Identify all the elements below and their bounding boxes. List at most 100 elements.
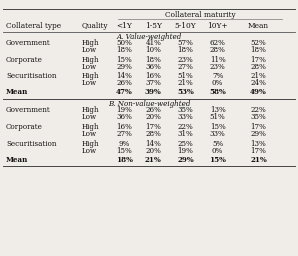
Text: B. Non-value-weighted: B. Non-value-weighted bbox=[108, 100, 190, 109]
Text: Low: Low bbox=[82, 46, 97, 54]
Text: High: High bbox=[82, 39, 100, 47]
Text: 21%: 21% bbox=[250, 156, 267, 164]
Text: 23%: 23% bbox=[210, 63, 226, 71]
Text: 41%: 41% bbox=[145, 39, 161, 47]
Text: 18%: 18% bbox=[116, 46, 132, 54]
Text: 57%: 57% bbox=[178, 39, 193, 47]
Text: Securitisation: Securitisation bbox=[6, 72, 56, 80]
Text: 10%: 10% bbox=[145, 46, 161, 54]
Text: 20%: 20% bbox=[145, 147, 161, 155]
Text: 36%: 36% bbox=[145, 63, 161, 71]
Text: 14%: 14% bbox=[116, 72, 132, 80]
Text: 35%: 35% bbox=[251, 113, 266, 121]
Text: 18%: 18% bbox=[145, 56, 161, 64]
Text: Corporate: Corporate bbox=[6, 123, 43, 131]
Text: 37%: 37% bbox=[145, 79, 161, 87]
Text: 35%: 35% bbox=[178, 106, 193, 114]
Text: 0%: 0% bbox=[212, 147, 223, 155]
Text: 18%: 18% bbox=[178, 46, 193, 54]
Text: 58%: 58% bbox=[209, 88, 226, 96]
Text: 5-10Y: 5-10Y bbox=[175, 22, 196, 30]
Text: 1-5Y: 1-5Y bbox=[145, 22, 162, 30]
Text: 17%: 17% bbox=[251, 56, 266, 64]
Text: Mean: Mean bbox=[6, 88, 28, 96]
Text: Low: Low bbox=[82, 147, 97, 155]
Text: 28%: 28% bbox=[210, 46, 226, 54]
Text: High: High bbox=[82, 56, 100, 64]
Text: 33%: 33% bbox=[178, 113, 193, 121]
Text: 20%: 20% bbox=[145, 113, 161, 121]
Text: 17%: 17% bbox=[145, 123, 161, 131]
Text: High: High bbox=[82, 123, 100, 131]
Text: 33%: 33% bbox=[210, 130, 226, 138]
Text: 26%: 26% bbox=[145, 106, 161, 114]
Text: 25%: 25% bbox=[178, 140, 193, 147]
Text: High: High bbox=[82, 106, 100, 114]
Text: 17%: 17% bbox=[251, 123, 266, 131]
Text: 28%: 28% bbox=[145, 130, 161, 138]
Text: 36%: 36% bbox=[116, 113, 132, 121]
Text: 19%: 19% bbox=[178, 147, 193, 155]
Text: 13%: 13% bbox=[251, 140, 266, 147]
Text: 51%: 51% bbox=[178, 72, 193, 80]
Text: 51%: 51% bbox=[210, 113, 226, 121]
Text: Mean: Mean bbox=[248, 22, 269, 30]
Text: 19%: 19% bbox=[116, 106, 132, 114]
Text: High: High bbox=[82, 72, 100, 80]
Text: Collateral maturity: Collateral maturity bbox=[165, 11, 235, 19]
Text: 7%: 7% bbox=[212, 72, 223, 80]
Text: 62%: 62% bbox=[210, 39, 226, 47]
Text: 53%: 53% bbox=[177, 88, 194, 96]
Text: 21%: 21% bbox=[251, 72, 266, 80]
Text: 18%: 18% bbox=[251, 46, 266, 54]
Text: 15%: 15% bbox=[210, 123, 226, 131]
Text: 15%: 15% bbox=[209, 156, 226, 164]
Text: 26%: 26% bbox=[116, 79, 132, 87]
Text: 0%: 0% bbox=[212, 79, 223, 87]
Text: 24%: 24% bbox=[251, 79, 266, 87]
Text: 50%: 50% bbox=[116, 39, 132, 47]
Text: 29%: 29% bbox=[251, 130, 266, 138]
Text: 29%: 29% bbox=[177, 156, 194, 164]
Text: Low: Low bbox=[82, 113, 97, 121]
Text: 17%: 17% bbox=[251, 147, 266, 155]
Text: 22%: 22% bbox=[251, 106, 266, 114]
Text: 39%: 39% bbox=[145, 88, 162, 96]
Text: 16%: 16% bbox=[145, 72, 161, 80]
Text: A. Value-weighted: A. Value-weighted bbox=[117, 33, 181, 41]
Text: Corporate: Corporate bbox=[6, 56, 43, 64]
Text: 22%: 22% bbox=[178, 123, 193, 131]
Text: 21%: 21% bbox=[178, 79, 193, 87]
Text: 29%: 29% bbox=[116, 63, 132, 71]
Text: Low: Low bbox=[82, 63, 97, 71]
Text: Securitisation: Securitisation bbox=[6, 140, 56, 147]
Text: <1Y: <1Y bbox=[116, 22, 132, 30]
Text: 49%: 49% bbox=[250, 88, 267, 96]
Text: 15%: 15% bbox=[116, 56, 132, 64]
Text: 15%: 15% bbox=[116, 147, 132, 155]
Text: 31%: 31% bbox=[178, 130, 193, 138]
Text: 16%: 16% bbox=[116, 123, 132, 131]
Text: Quality: Quality bbox=[82, 22, 108, 30]
Text: 21%: 21% bbox=[145, 156, 162, 164]
Text: 27%: 27% bbox=[178, 63, 193, 71]
Text: Mean: Mean bbox=[6, 156, 28, 164]
Text: 23%: 23% bbox=[178, 56, 193, 64]
Text: 13%: 13% bbox=[210, 106, 226, 114]
Text: 47%: 47% bbox=[116, 88, 133, 96]
Text: 9%: 9% bbox=[119, 140, 130, 147]
Text: 52%: 52% bbox=[251, 39, 266, 47]
Text: Low: Low bbox=[82, 130, 97, 138]
Text: 5%: 5% bbox=[212, 140, 223, 147]
Text: Government: Government bbox=[6, 39, 51, 47]
Text: 11%: 11% bbox=[210, 56, 226, 64]
Text: 18%: 18% bbox=[116, 156, 133, 164]
Text: 28%: 28% bbox=[251, 63, 266, 71]
Text: Collateral type: Collateral type bbox=[6, 22, 61, 30]
Text: Low: Low bbox=[82, 79, 97, 87]
Text: 10Y+: 10Y+ bbox=[207, 22, 228, 30]
Text: High: High bbox=[82, 140, 100, 147]
Text: 27%: 27% bbox=[116, 130, 132, 138]
Text: 14%: 14% bbox=[145, 140, 161, 147]
Text: Government: Government bbox=[6, 106, 51, 114]
